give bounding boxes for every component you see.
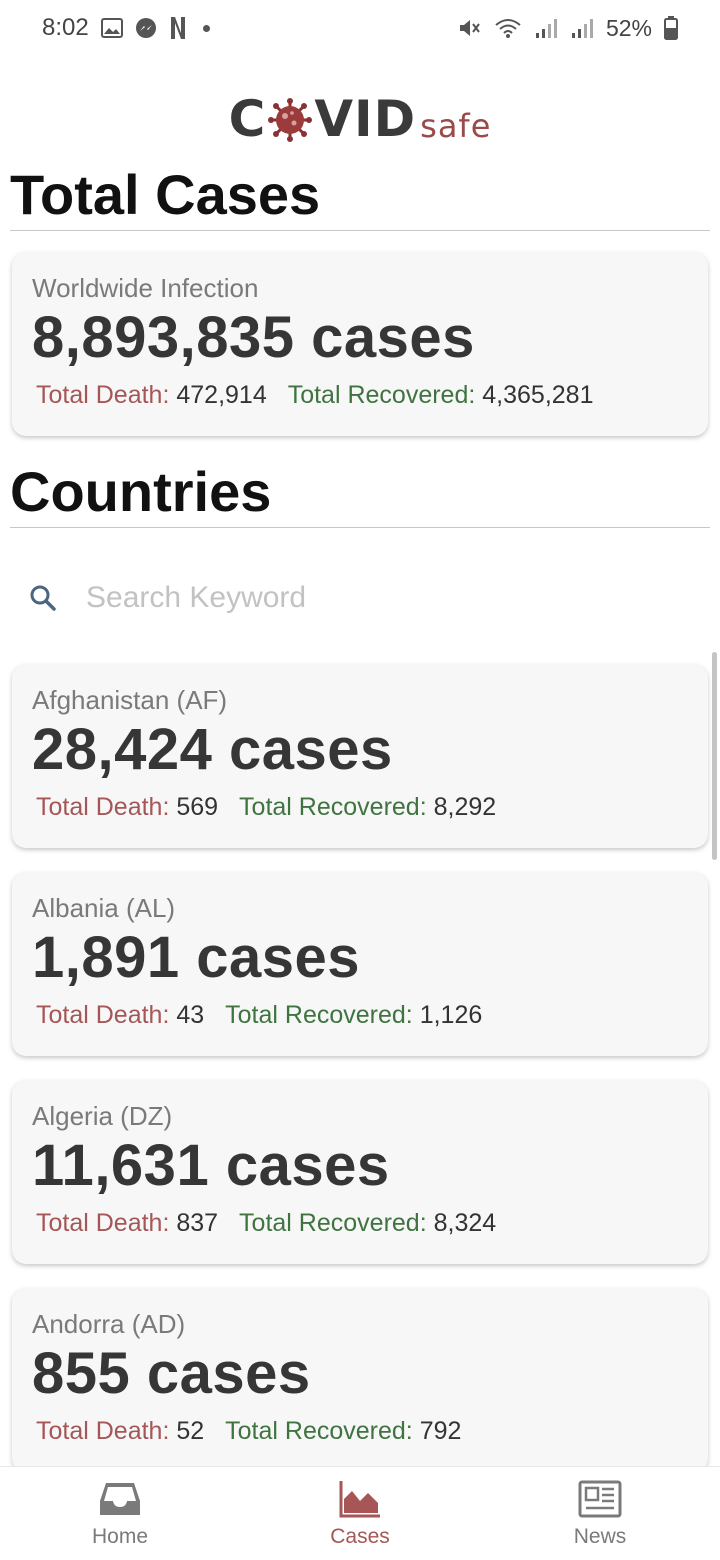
nav-home[interactable]: Home xyxy=(40,1479,200,1549)
logo-wordmark: C VID safe xyxy=(229,94,492,144)
recovered-label: Total Recovered: xyxy=(239,1209,427,1237)
country-cases: 28,424 cases xyxy=(32,717,393,782)
country-cases: 11,631 cases xyxy=(32,1133,390,1198)
nav-news[interactable]: News xyxy=(520,1479,680,1549)
country-card[interactable]: Afghanistan (AF) 28,424 cases Total Deat… xyxy=(12,664,708,848)
recovered-value: 8,292 xyxy=(433,793,497,821)
nav-news-label: News xyxy=(573,1524,627,1548)
recovered-value: 4,365,281 xyxy=(482,381,594,409)
status-time: 8:02 xyxy=(42,14,89,41)
virus-icon xyxy=(268,98,313,142)
death-value: 569 xyxy=(176,793,219,821)
nav-cases[interactable]: Cases xyxy=(280,1479,440,1549)
status-bar: 8:02 52% xyxy=(0,0,720,56)
status-left: 8:02 xyxy=(42,14,210,42)
country-name: Algeria (DZ) xyxy=(32,1101,173,1131)
dot-icon xyxy=(202,24,210,32)
netflix-icon xyxy=(169,16,187,40)
logo-suffix: safe xyxy=(420,107,492,145)
recovered-value: 8,324 xyxy=(433,1209,497,1237)
countries-heading: Countries xyxy=(10,461,710,528)
battery-icon xyxy=(664,16,678,40)
mute-icon xyxy=(458,17,482,39)
bottom-nav: Home Cases News xyxy=(0,1466,720,1560)
country-cases: 855 cases xyxy=(32,1341,311,1406)
death-label: Total Death: xyxy=(36,1417,170,1445)
country-name: Andorra (AD) xyxy=(32,1309,186,1339)
wifi-icon xyxy=(494,17,522,39)
messenger-icon xyxy=(135,17,157,39)
app-logo: C VID safe xyxy=(0,80,720,144)
recovered-value: 1,126 xyxy=(419,1001,483,1029)
signal-icon xyxy=(570,17,594,39)
total-cases-heading: Total Cases xyxy=(10,164,710,231)
logo-part-2: VID xyxy=(314,90,417,148)
recovered-label: Total Recovered: xyxy=(287,381,476,409)
search-icon[interactable] xyxy=(28,583,58,613)
nav-home-label: Home xyxy=(91,1524,149,1548)
battery-percent: 52% xyxy=(605,14,652,41)
death-label: Total Death: xyxy=(36,1001,170,1029)
country-stats: Total Death: 43 Total Recovered: 1,126 xyxy=(32,998,688,1032)
recovered-label: Total Recovered: xyxy=(225,1001,413,1029)
country-cases: 1,891 cases xyxy=(32,925,361,990)
country-card[interactable]: Andorra (AD) 855 cases Total Death: 52 T… xyxy=(12,1288,708,1472)
gallery-icon xyxy=(100,18,123,38)
country-stats: Total Death: 837 Total Recovered: 8,324 xyxy=(32,1206,688,1240)
death-value: 837 xyxy=(176,1209,219,1237)
search-bar[interactable] xyxy=(28,568,688,628)
country-name: Afghanistan (AF) xyxy=(32,685,228,715)
country-stats: Total Death: 52 Total Recovered: 792 xyxy=(32,1414,688,1448)
signal-icon xyxy=(534,17,558,39)
scrollbar-thumb[interactable] xyxy=(712,652,717,860)
country-name: Albania (AL) xyxy=(32,893,176,923)
newspaper-icon xyxy=(578,1479,622,1519)
death-label: Total Death: xyxy=(36,1209,170,1237)
area-chart-icon xyxy=(338,1479,382,1519)
country-stats: Total Death: 569 Total Recovered: 8,292 xyxy=(32,790,688,824)
inbox-icon xyxy=(98,1479,142,1519)
logo-part-1: C xyxy=(228,90,267,148)
death-label: Total Death: xyxy=(36,793,170,821)
recovered-label: Total Recovered: xyxy=(239,793,427,821)
nav-cases-label: Cases xyxy=(330,1524,390,1548)
status-right: 52% xyxy=(458,15,678,42)
card-stats: Total Death: 472,914 Total Recovered: 4,… xyxy=(32,378,688,412)
country-card[interactable]: Albania (AL) 1,891 cases Total Death: 43… xyxy=(12,872,708,1056)
card-cases: 8,893,835 cases xyxy=(32,305,475,370)
worldwide-card: Worldwide Infection 8,893,835 cases Tota… xyxy=(12,252,708,436)
recovered-value: 792 xyxy=(419,1417,462,1445)
death-value: 43 xyxy=(176,1001,205,1029)
search-input[interactable] xyxy=(86,581,666,615)
death-value: 52 xyxy=(176,1417,205,1445)
card-name: Worldwide Infection xyxy=(32,273,259,303)
death-value: 472,914 xyxy=(176,381,267,409)
death-label: Total Death: xyxy=(36,381,170,409)
recovered-label: Total Recovered: xyxy=(225,1417,413,1445)
country-card[interactable]: Algeria (DZ) 11,631 cases Total Death: 8… xyxy=(12,1080,708,1264)
